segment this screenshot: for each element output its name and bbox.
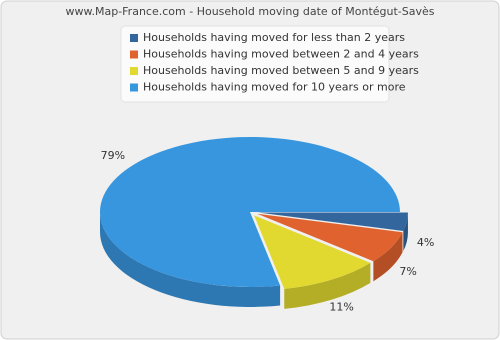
slice-side bbox=[284, 262, 371, 309]
value-label: 7% bbox=[399, 265, 416, 278]
value-label: 4% bbox=[417, 236, 434, 249]
legend-swatch bbox=[130, 34, 138, 42]
value-label: 11% bbox=[329, 301, 353, 314]
slice bbox=[254, 215, 371, 289]
slice-side bbox=[100, 212, 281, 307]
legend-swatch bbox=[130, 50, 138, 59]
chart-title: www.Map-France.com - Household moving da… bbox=[66, 5, 435, 18]
slice-side bbox=[403, 212, 408, 251]
legend-label: Households having moved for less than 2 … bbox=[143, 31, 405, 44]
legend-swatch bbox=[130, 67, 138, 75]
slice bbox=[257, 212, 408, 231]
legend-label: Households having moved between 2 and 4 … bbox=[143, 48, 419, 61]
legend-label: Households having moved between 5 and 9 … bbox=[143, 64, 419, 77]
value-label: 79% bbox=[101, 149, 125, 162]
slice-side bbox=[373, 232, 403, 282]
legend-swatch bbox=[130, 83, 138, 92]
legend-label: Households having moved for 10 years or … bbox=[143, 81, 406, 94]
legend bbox=[120, 25, 390, 103]
slice bbox=[100, 137, 401, 287]
slice bbox=[257, 213, 403, 262]
